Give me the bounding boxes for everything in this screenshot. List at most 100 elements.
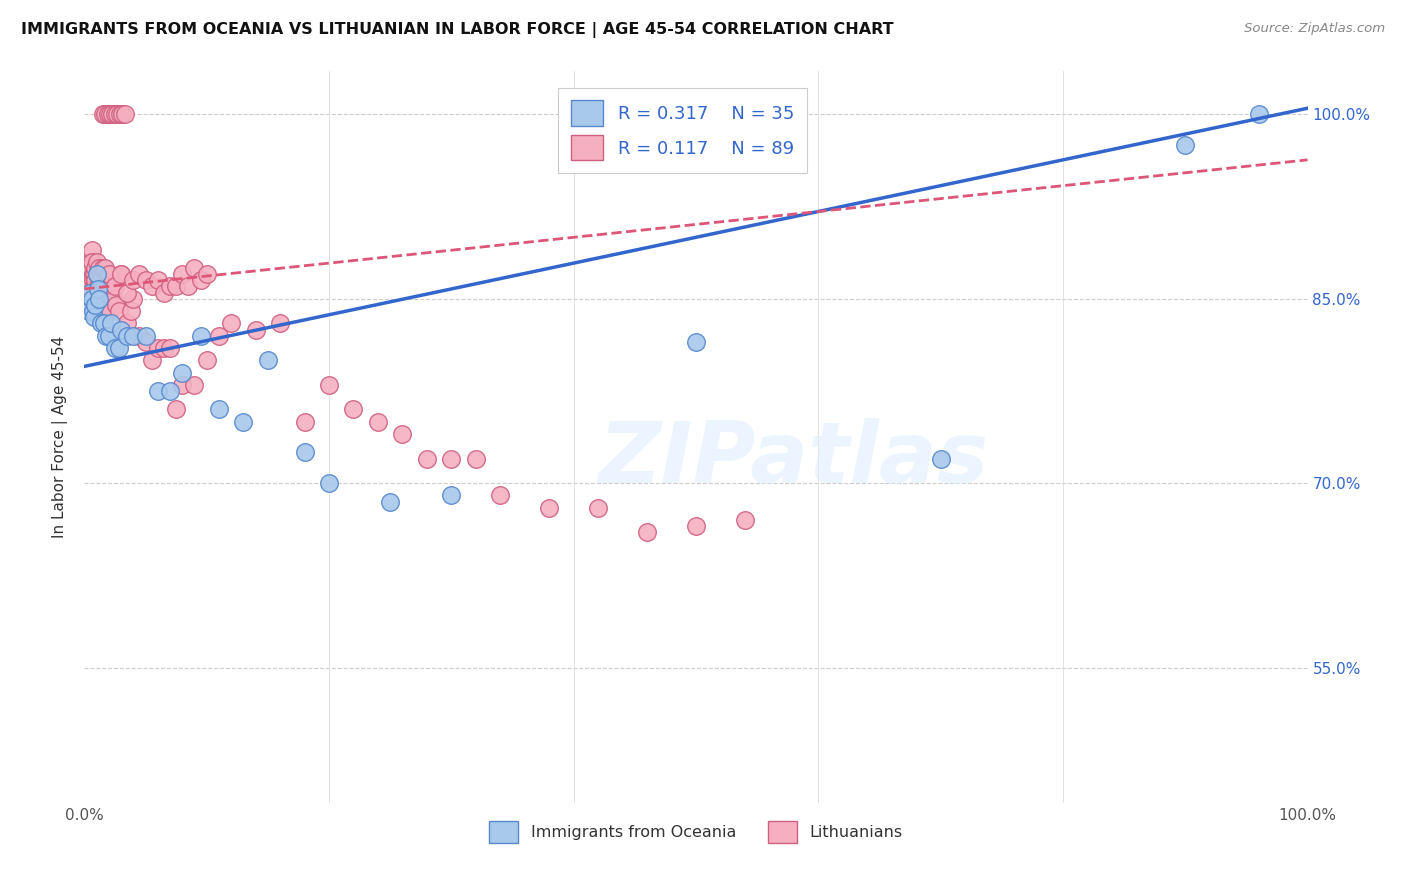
Lithuanians (172, 267, 194, 281)
Lithuanians (79, 273, 101, 287)
Immigrants from Oceania (82, 304, 104, 318)
Immigrants from Oceania (146, 384, 169, 398)
Immigrants from Oceania (159, 384, 181, 398)
Immigrants from Oceania (87, 292, 110, 306)
Lithuanians (153, 285, 176, 300)
Lithuanians (82, 267, 104, 281)
Lithuanians (103, 292, 125, 306)
Lithuanians (110, 267, 132, 281)
Lithuanians (84, 261, 107, 276)
Legend: Immigrants from Oceania, Lithuanians: Immigrants from Oceania, Lithuanians (482, 814, 910, 850)
Lithuanians (208, 328, 231, 343)
Lithuanians (120, 304, 142, 318)
Lithuanians (100, 279, 122, 293)
Immigrants from Oceania (96, 328, 118, 343)
Immigrants from Oceania (318, 476, 340, 491)
Text: Source: ZipAtlas.com: Source: ZipAtlas.com (1244, 22, 1385, 36)
Lithuanians (97, 267, 120, 281)
Immigrants from Oceania (232, 415, 254, 429)
Lithuanians (115, 317, 138, 331)
Lithuanians (86, 267, 108, 281)
Immigrants from Oceania (122, 328, 145, 343)
Lithuanians (146, 273, 169, 287)
Lithuanians (105, 107, 128, 121)
Lithuanians (101, 107, 124, 121)
Lithuanians (104, 107, 127, 121)
Lithuanians (128, 328, 150, 343)
Lithuanians (94, 107, 117, 121)
Lithuanians (122, 273, 145, 287)
Immigrants from Oceania (93, 317, 115, 331)
Immigrants from Oceania (172, 366, 194, 380)
Lithuanians (245, 322, 267, 336)
Lithuanians (146, 341, 169, 355)
Lithuanians (342, 402, 364, 417)
Lithuanians (128, 267, 150, 281)
Lithuanians (90, 285, 112, 300)
Lithuanians (77, 279, 100, 293)
Immigrants from Oceania (100, 317, 122, 331)
Lithuanians (80, 243, 103, 257)
Lithuanians (440, 451, 463, 466)
Lithuanians (416, 451, 439, 466)
Text: IMMIGRANTS FROM OCEANIA VS LITHUANIAN IN LABOR FORCE | AGE 45-54 CORRELATION CHA: IMMIGRANTS FROM OCEANIA VS LITHUANIAN IN… (21, 22, 894, 38)
Lithuanians (108, 107, 131, 121)
Lithuanians (489, 488, 512, 502)
Lithuanians (89, 273, 111, 287)
Lithuanians (80, 255, 103, 269)
Immigrants from Oceania (80, 292, 103, 306)
Immigrants from Oceania (86, 267, 108, 281)
Lithuanians (84, 273, 107, 287)
Lithuanians (83, 267, 105, 281)
Immigrants from Oceania (929, 451, 952, 466)
Lithuanians (135, 273, 157, 287)
Lithuanians (97, 304, 120, 318)
Lithuanians (464, 451, 486, 466)
Lithuanians (97, 107, 120, 121)
Lithuanians (172, 377, 194, 392)
Lithuanians (165, 279, 187, 293)
Lithuanians (586, 500, 609, 515)
Text: ZIPatlas: ZIPatlas (599, 417, 988, 500)
Immigrants from Oceania (190, 328, 212, 343)
Lithuanians (87, 261, 110, 276)
Lithuanians (91, 261, 114, 276)
Lithuanians (685, 519, 707, 533)
Lithuanians (93, 279, 115, 293)
Lithuanians (97, 292, 120, 306)
Lithuanians (141, 353, 163, 368)
Immigrants from Oceania (1247, 107, 1270, 121)
Lithuanians (636, 525, 658, 540)
Lithuanians (135, 334, 157, 349)
Lithuanians (107, 304, 129, 318)
Immigrants from Oceania (294, 445, 316, 459)
Lithuanians (177, 279, 200, 293)
Lithuanians (391, 427, 413, 442)
Immigrants from Oceania (90, 317, 112, 331)
Lithuanians (105, 298, 128, 312)
Lithuanians (159, 341, 181, 355)
Lithuanians (141, 279, 163, 293)
Lithuanians (82, 273, 104, 287)
Lithuanians (318, 377, 340, 392)
Lithuanians (115, 285, 138, 300)
Immigrants from Oceania (87, 282, 110, 296)
Lithuanians (104, 279, 127, 293)
Immigrants from Oceania (110, 322, 132, 336)
Lithuanians (77, 267, 100, 281)
Immigrants from Oceania (79, 285, 101, 300)
Lithuanians (96, 304, 118, 318)
Lithuanians (294, 415, 316, 429)
Lithuanians (79, 261, 101, 276)
Lithuanians (195, 267, 218, 281)
Lithuanians (159, 279, 181, 293)
Lithuanians (77, 261, 100, 276)
Lithuanians (114, 107, 136, 121)
Lithuanians (91, 107, 114, 121)
Lithuanians (734, 513, 756, 527)
Lithuanians (122, 292, 145, 306)
Immigrants from Oceania (685, 334, 707, 349)
Immigrants from Oceania (135, 328, 157, 343)
Lithuanians (538, 500, 561, 515)
Immigrants from Oceania (97, 328, 120, 343)
